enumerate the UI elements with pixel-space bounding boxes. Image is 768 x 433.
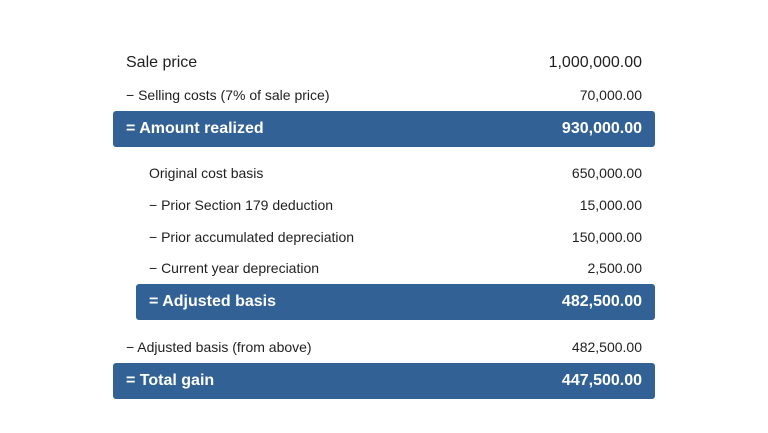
row-value: 482,500.00 [561,293,642,310]
row-label: − Selling costs (7% of sale price) [126,87,330,103]
original-cost-basis-row: Original cost basis 650,000.00 [113,163,655,183]
row-value: 15,000.00 [579,197,642,213]
selling-costs-row: − Selling costs (7% of sale price) 70,00… [113,85,655,105]
amount-realized-band: = Amount realized 930,000.00 [113,111,655,147]
sale-price-row: Sale price 1,000,000.00 [113,52,655,74]
total-gain-band: = Total gain 447,500.00 [113,363,655,399]
row-value: 930,000.00 [561,120,642,137]
row-value: 482,500.00 [571,339,642,355]
current-year-depreciation-row: − Current year depreciation 2,500.00 [113,258,655,278]
row-value: 650,000.00 [571,165,642,181]
row-label: − Prior Section 179 deduction [149,197,334,213]
row-label: Original cost basis [149,165,264,181]
row-label: Sale price [126,54,198,71]
row-value: 70,000.00 [579,87,642,103]
row-label: = Adjusted basis [149,293,276,310]
row-label: = Total gain [126,372,215,389]
row-value: 447,500.00 [561,372,642,389]
adjusted-basis-from-above-row: − Adjusted basis (from above) 482,500.00 [113,337,655,357]
row-value: 150,000.00 [571,229,642,245]
adjusted-basis-band: = Adjusted basis 482,500.00 [136,284,655,320]
row-label: − Prior accumulated depreciation [149,229,355,245]
row-label: − Current year depreciation [149,260,320,276]
section-179-deduction-row: − Prior Section 179 deduction 15,000.00 [113,195,655,215]
row-value: 1,000,000.00 [548,54,642,71]
row-label: − Adjusted basis (from above) [126,339,312,355]
row-value: 2,500.00 [587,260,643,276]
accumulated-depreciation-row: − Prior accumulated depreciation 150,000… [113,227,655,247]
row-label: = Amount realized [126,120,264,137]
